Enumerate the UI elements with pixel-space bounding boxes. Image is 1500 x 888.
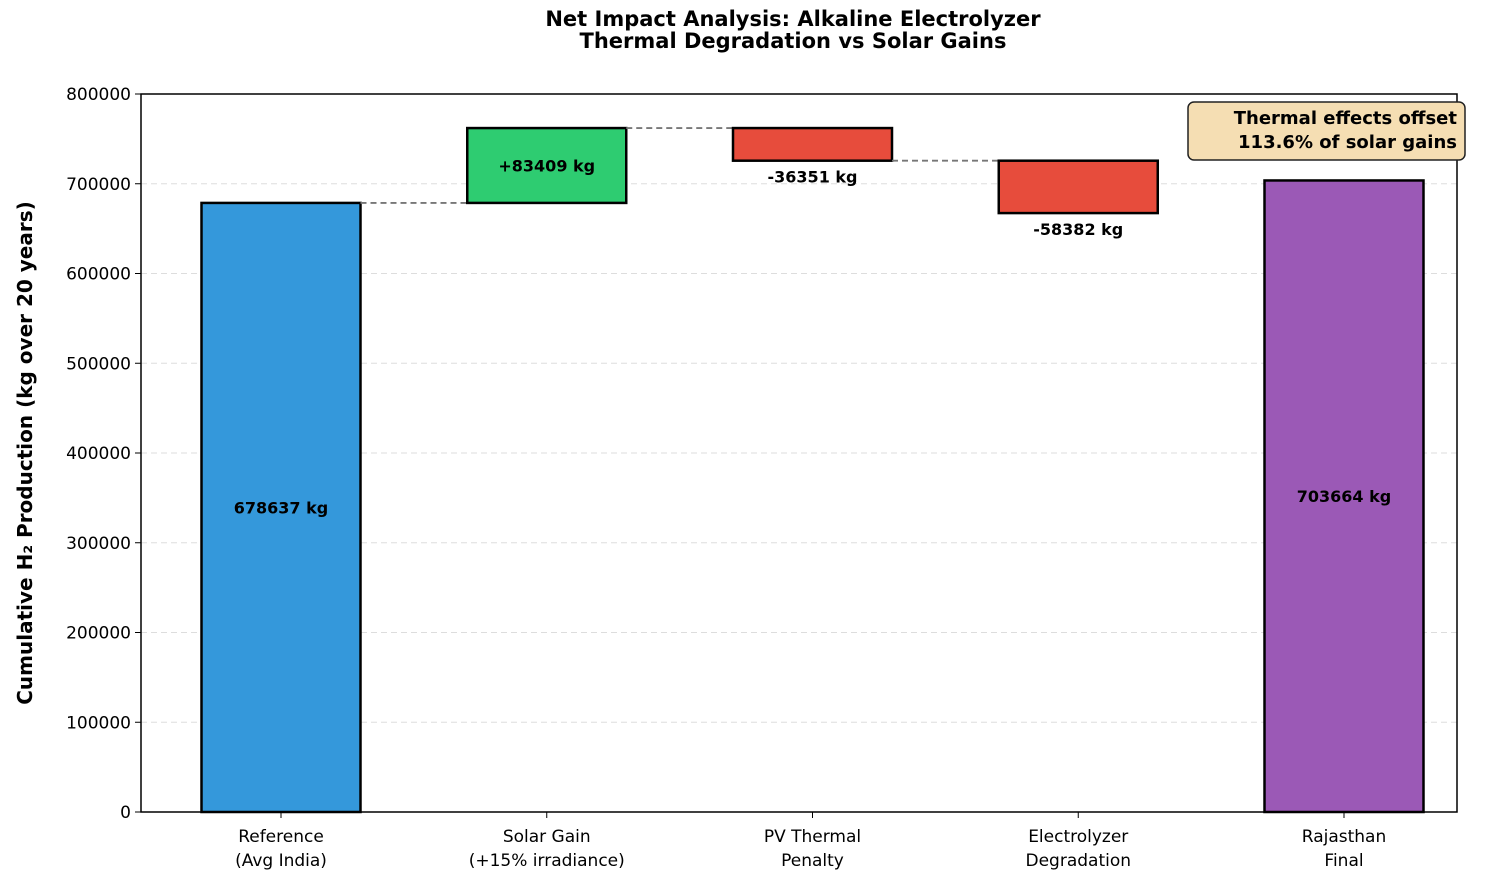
value-label: +83409 kg	[498, 156, 595, 175]
value-label: -36351 kg	[768, 168, 858, 187]
y-tick-label: 0	[120, 803, 131, 823]
y-tick-label: 200000	[66, 624, 131, 644]
y-tick-label: 100000	[66, 713, 131, 733]
value-label: -58382 kg	[1033, 220, 1123, 239]
bar	[997, 159, 1159, 215]
chart-title: Net Impact Analysis: Alkaline Electrolyz…	[545, 7, 1041, 53]
x-tick-label: Electrolyzer Degradation	[1025, 827, 1131, 871]
annotation: Thermal effects offset 113.6% of solar ga…	[1234, 108, 1458, 153]
annotation-box	[1187, 101, 1466, 161]
y-tick-label: 300000	[66, 534, 131, 554]
bar	[731, 126, 894, 162]
bar	[466, 126, 628, 205]
x-tick-label: Rajasthan Final	[1302, 827, 1387, 871]
x-tick-label: Solar Gain (+15% irradiance)	[469, 827, 625, 871]
plot-frame	[140, 93, 1458, 813]
x-tick-label: PV Thermal Penalty	[764, 827, 861, 871]
value-label: 703664 kg	[1297, 487, 1391, 506]
y-tick-label: 400000	[66, 444, 131, 464]
x-tick-label: Reference (Avg India)	[235, 827, 327, 871]
y-tick-label: 700000	[66, 175, 131, 195]
y-tick-label: 800000	[66, 85, 131, 105]
y-axis-label: Cumulative H₂ Production (kg over 20 yea…	[13, 201, 37, 705]
y-tick-label: 600000	[66, 265, 131, 285]
value-label: 678637 kg	[234, 498, 328, 517]
bar	[1263, 179, 1425, 814]
bar	[200, 201, 362, 814]
y-tick-label: 500000	[66, 354, 131, 374]
